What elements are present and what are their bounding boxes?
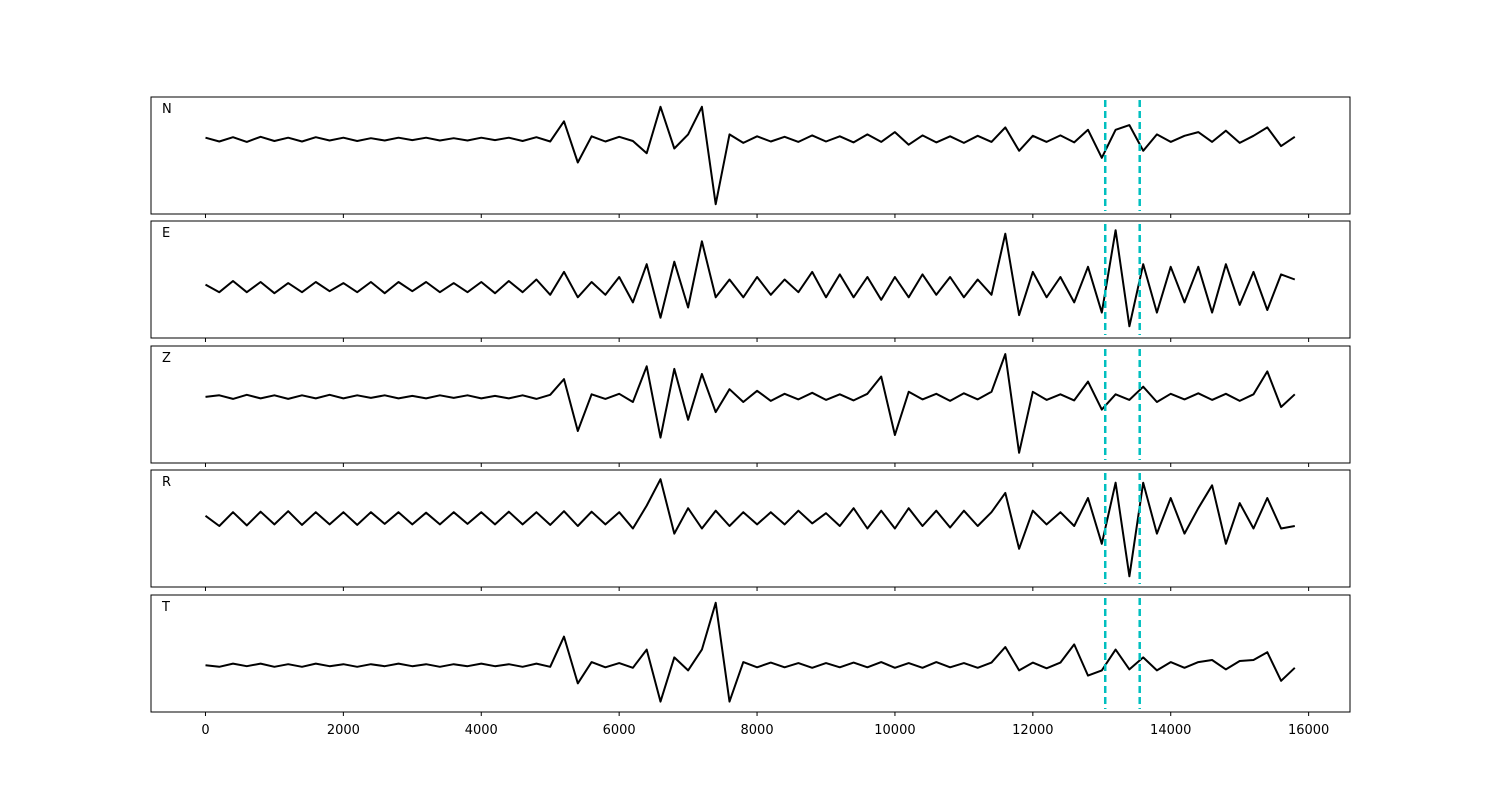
x-tick-label: 14000	[1150, 723, 1191, 738]
x-tick-label: 8000	[741, 723, 774, 738]
panel-frame	[150, 220, 1351, 339]
x-tick-label: 16000	[1288, 723, 1329, 738]
panel-frame	[150, 469, 1351, 588]
panel-label: T	[161, 600, 170, 615]
panel-label: N	[162, 102, 172, 117]
panel-label: E	[162, 226, 170, 241]
trace	[204, 478, 1295, 578]
trace	[205, 353, 1296, 454]
x-tick-label: 0	[201, 723, 209, 738]
x-tick-label: 10000	[874, 723, 915, 738]
trace	[205, 601, 1296, 703]
panel-frame	[150, 96, 1351, 215]
panel-frame	[150, 594, 1351, 713]
trace	[205, 229, 1296, 328]
panel-label: R	[162, 475, 171, 490]
x-tick-label: 6000	[603, 723, 636, 738]
panel-frame	[150, 345, 1351, 464]
panel-label: Z	[162, 351, 171, 366]
x-tick-label: 2000	[327, 723, 360, 738]
x-tick-label: 12000	[1012, 723, 1053, 738]
trace	[205, 105, 1296, 206]
x-tick-label: 4000	[465, 723, 498, 738]
